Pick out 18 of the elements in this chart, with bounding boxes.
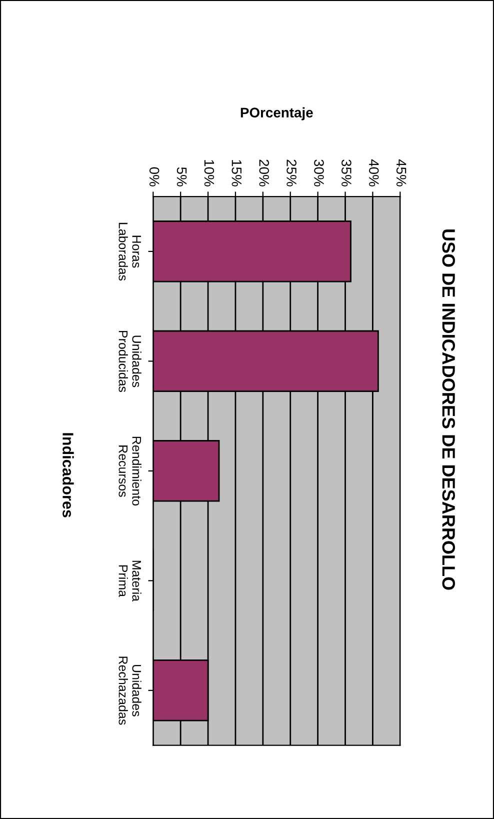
y-axis-title: Indicadores xyxy=(62,433,74,518)
x-tick-label: 40% xyxy=(368,159,379,186)
y-tick-label: Unidades Rechazadas xyxy=(118,656,142,725)
y-tick-label: Rendimiento Recursos xyxy=(118,436,142,506)
x-tick-label: 25% xyxy=(286,160,296,186)
x-tick-label: 0% xyxy=(149,167,160,186)
x-tick-label: 30% xyxy=(314,160,324,186)
x-tick-label: 45% xyxy=(396,159,406,186)
y-tick-label: Horas Laboradas xyxy=(118,222,141,281)
x-axis-title: POrcentaje xyxy=(240,107,313,120)
x-tick-label: 5% xyxy=(176,167,187,186)
text: USO DE INDICADORES DE DESARROLLO xyxy=(442,230,456,590)
x-tick-label: 20% xyxy=(259,160,270,186)
y-tick-label: Unidades Producidas xyxy=(118,330,142,392)
x-tick-label: 10% xyxy=(204,160,214,186)
x-tick-label: 35% xyxy=(342,160,352,186)
y-tick-label: Materia Prima xyxy=(118,560,142,602)
x-tick-label: 15% xyxy=(232,160,242,186)
